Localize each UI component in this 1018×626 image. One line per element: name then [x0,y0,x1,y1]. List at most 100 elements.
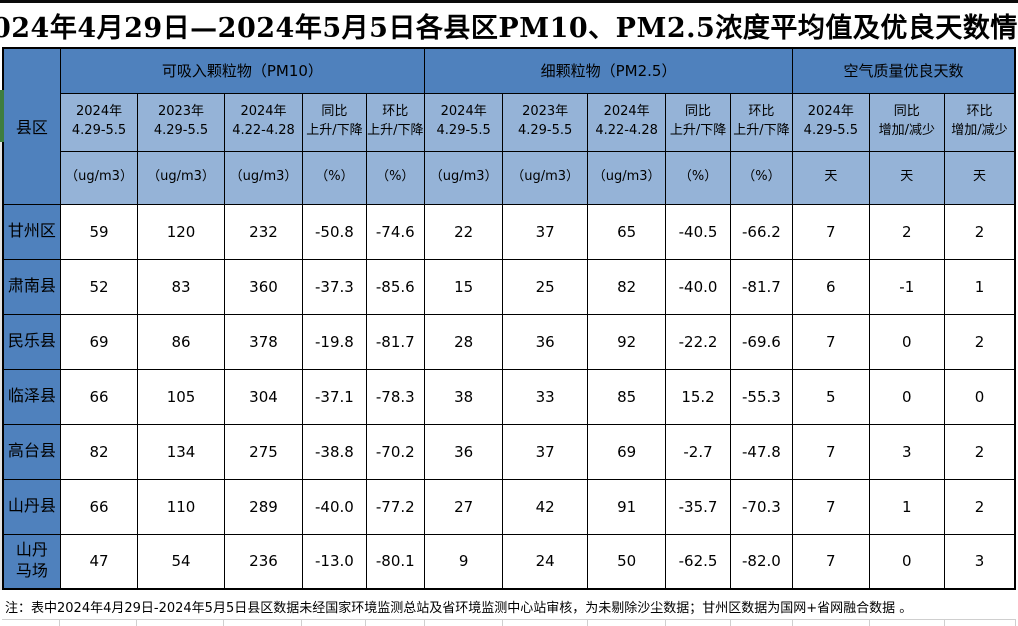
col-header-unit[interactable]: （ug/m3） [59,150,139,205]
data-cell[interactable]: -35.7 [665,478,731,535]
data-cell[interactable]: 2 [943,478,1016,535]
data-cell[interactable]: 91 [586,478,667,535]
col-header-period[interactable]: 2024年 4.29-5.5 [792,92,870,152]
row-header-county[interactable]: 甘州区 [2,203,61,260]
data-cell[interactable]: 0 [868,368,945,425]
data-cell[interactable]: 1 [868,478,945,535]
data-cell[interactable]: -38.8 [302,423,367,480]
col-header-unit[interactable]: （%） [302,150,367,205]
corner-header-county[interactable]: 县区 [2,47,61,205]
data-cell[interactable]: 236 [223,533,304,590]
data-cell[interactable]: 52 [59,258,139,315]
data-cell[interactable]: 66 [59,478,139,535]
col-header-unit[interactable]: （ug/m3） [423,150,504,205]
data-cell[interactable]: -13.0 [302,533,367,590]
col-header-unit[interactable]: （%） [365,150,425,205]
data-cell[interactable]: 36 [502,313,588,370]
data-cell[interactable]: 37 [502,423,588,480]
col-header-unit[interactable]: 天 [868,150,945,205]
data-cell[interactable]: 6 [792,258,870,315]
data-cell[interactable]: 2 [868,203,945,260]
row-header-county[interactable]: 临泽县 [2,368,61,425]
data-cell[interactable]: -77.2 [365,478,425,535]
data-cell[interactable]: 92 [586,313,667,370]
data-cell[interactable]: -40.5 [665,203,731,260]
data-cell[interactable]: 7 [792,478,870,535]
data-cell[interactable]: -50.8 [302,203,367,260]
data-cell[interactable]: 1 [943,258,1016,315]
data-cell[interactable]: 65 [586,203,667,260]
row-header-county[interactable]: 肃南县 [2,258,61,315]
data-cell[interactable]: 7 [792,313,870,370]
data-cell[interactable]: -70.2 [365,423,425,480]
group-header-good-days[interactable]: 空气质量优良天数 [792,47,1016,94]
data-cell[interactable]: 82 [586,258,667,315]
group-header-pm25[interactable]: 细颗粒物（PM2.5） [423,47,794,94]
data-cell[interactable]: 50 [586,533,667,590]
group-header-pm10[interactable]: 可吸入颗粒物（PM10） [59,47,425,94]
data-cell[interactable]: -81.7 [365,313,425,370]
data-cell[interactable]: -78.3 [365,368,425,425]
data-cell[interactable]: 378 [223,313,304,370]
data-cell[interactable]: 47 [59,533,139,590]
data-cell[interactable]: 69 [59,313,139,370]
data-cell[interactable]: -85.6 [365,258,425,315]
data-cell[interactable]: 275 [223,423,304,480]
col-header-period[interactable]: 环比 上升/下降 [365,92,425,152]
col-header-period[interactable]: 2023年 4.29-5.5 [137,92,225,152]
data-cell[interactable]: -37.3 [302,258,367,315]
data-cell[interactable]: 33 [502,368,588,425]
data-cell[interactable]: -55.3 [729,368,794,425]
data-cell[interactable]: 66 [59,368,139,425]
data-cell[interactable]: -22.2 [665,313,731,370]
data-cell[interactable]: 28 [423,313,504,370]
col-header-period[interactable]: 2024年 4.29-5.5 [59,92,139,152]
data-cell[interactable]: -80.1 [365,533,425,590]
data-cell[interactable]: 24 [502,533,588,590]
col-header-unit[interactable]: （ug/m3） [223,150,304,205]
data-cell[interactable]: 7 [792,423,870,480]
col-header-period[interactable]: 2024年 4.29-5.5 [423,92,504,152]
data-cell[interactable]: 0 [943,368,1016,425]
data-cell[interactable]: -47.8 [729,423,794,480]
data-cell[interactable]: 2 [943,203,1016,260]
data-cell[interactable]: 54 [137,533,225,590]
data-cell[interactable]: -81.7 [729,258,794,315]
data-cell[interactable]: -69.6 [729,313,794,370]
data-cell[interactable]: 5 [792,368,870,425]
data-cell[interactable]: 59 [59,203,139,260]
row-header-county[interactable]: 山丹 马场 [2,533,61,590]
data-cell[interactable]: 3 [868,423,945,480]
data-cell[interactable]: 22 [423,203,504,260]
data-cell[interactable]: 69 [586,423,667,480]
data-cell[interactable]: 0 [868,533,945,590]
data-cell[interactable]: 105 [137,368,225,425]
data-cell[interactable]: 134 [137,423,225,480]
data-cell[interactable]: 2 [943,313,1016,370]
col-header-period[interactable]: 同比 上升/下降 [302,92,367,152]
data-cell[interactable]: 360 [223,258,304,315]
data-cell[interactable]: 37 [502,203,588,260]
data-cell[interactable]: -82.0 [729,533,794,590]
data-cell[interactable]: -40.0 [665,258,731,315]
col-header-period[interactable]: 同比 上升/下降 [665,92,731,152]
col-header-unit[interactable]: （ug/m3） [586,150,667,205]
col-header-period[interactable]: 环比 上升/下降 [729,92,794,152]
data-cell[interactable]: 7 [792,533,870,590]
row-header-county[interactable]: 高台县 [2,423,61,480]
data-cell[interactable]: -74.6 [365,203,425,260]
data-cell[interactable]: 27 [423,478,504,535]
data-cell[interactable]: 289 [223,478,304,535]
data-cell[interactable]: 86 [137,313,225,370]
data-cell[interactable]: -2.7 [665,423,731,480]
data-cell[interactable]: -70.3 [729,478,794,535]
data-cell[interactable]: 2 [943,423,1016,480]
col-header-period[interactable]: 同比 增加/减少 [868,92,945,152]
col-header-unit[interactable]: （ug/m3） [137,150,225,205]
row-header-county[interactable]: 山丹县 [2,478,61,535]
col-header-period[interactable]: 2024年 4.22-4.28 [586,92,667,152]
col-header-period[interactable]: 2023年 4.29-5.5 [502,92,588,152]
data-cell[interactable]: -62.5 [665,533,731,590]
data-cell[interactable]: 9 [423,533,504,590]
data-cell[interactable]: 42 [502,478,588,535]
